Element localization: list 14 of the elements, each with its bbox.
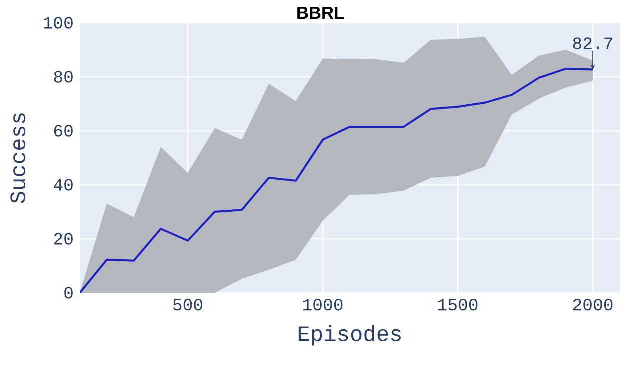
x-tick-label: 1500	[438, 299, 478, 311]
y-tick-label: 100	[44, 17, 73, 29]
x-tick-label: 500	[173, 299, 203, 311]
y-tick-label: 60	[54, 125, 73, 137]
y-axis-title: Success	[10, 114, 26, 204]
chart-title: BBRL	[298, 7, 344, 19]
y-tick-label: 20	[54, 233, 73, 245]
y-tick-label: 40	[54, 179, 73, 191]
x-axis-title: Episodes	[298, 325, 401, 346]
y-tick-label: 80	[54, 71, 73, 83]
annotation: 82.7	[573, 38, 612, 50]
x-tick-label: 2000	[573, 299, 613, 311]
y-tick-label: 0	[64, 287, 73, 299]
x-tick-label: 1000	[303, 299, 343, 311]
